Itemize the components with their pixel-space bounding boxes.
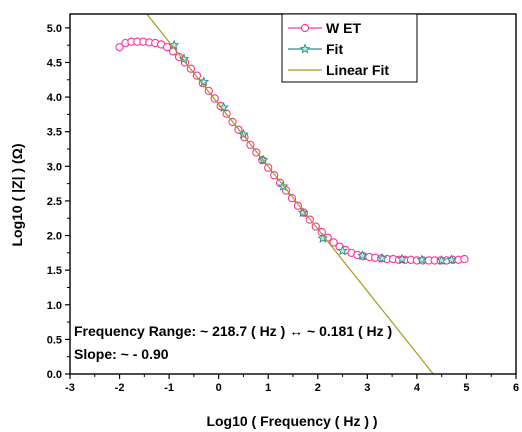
fit-data-point: [317, 232, 329, 243]
fit-data-point: [446, 254, 457, 265]
x-tick-label: -3: [65, 382, 75, 394]
x-tick-label: 4: [414, 382, 421, 394]
x-tick-label: -1: [164, 382, 174, 394]
fit-data-point: [416, 254, 428, 265]
y-tick-label: 4.5: [47, 57, 62, 69]
fit-data-point: [337, 245, 348, 256]
y-axis-title: Log10 ( |Z| ) (Ω): [9, 143, 25, 246]
y-tick-label: 3.5: [47, 127, 62, 139]
wet-data-point: [329, 238, 338, 247]
legend-circle-marker: [300, 23, 310, 33]
wet-data-point: [293, 201, 303, 210]
y-tick-label: 1.0: [47, 300, 62, 312]
wet-data-point: [460, 254, 469, 264]
x-tick-label: 1: [265, 382, 271, 394]
y-tick-label: 2.0: [47, 231, 62, 243]
legend-star-marker: [299, 43, 311, 54]
wet-data-point: [287, 194, 297, 203]
y-tick-label: 4.0: [47, 92, 62, 104]
fit-data-point: [297, 207, 309, 218]
x-tick-label: 5: [463, 382, 469, 394]
x-axis-title: Log10 ( Frequency ( Hz ) ): [206, 413, 377, 429]
fit-data-point: [436, 254, 447, 265]
fit-data-point: [396, 253, 408, 264]
wet-data-point: [168, 47, 178, 56]
fit-data-point: [376, 252, 388, 263]
wet-data-point: [162, 43, 172, 52]
legend-label: Fit: [326, 41, 343, 57]
annotation-slope: Slope: ~ - 0.90: [74, 346, 169, 362]
fit-data-point: [238, 128, 249, 139]
linear-fit-line: [146, 14, 434, 374]
y-tick-label: 5.0: [47, 23, 62, 35]
y-tick-label: 0.0: [47, 369, 62, 381]
legend-label: Linear Fit: [326, 62, 389, 78]
y-tick-label: 1.5: [47, 265, 62, 277]
x-tick-label: 2: [315, 382, 321, 394]
annotation-frequency-range: Frequency Range: ~ 218.7 ( Hz ) ↔ ~ 0.18…: [74, 323, 392, 339]
x-tick-label: 0: [216, 382, 222, 394]
y-tick-label: 2.5: [47, 196, 62, 208]
legend-label: W ET: [326, 20, 361, 36]
y-tick-label: 3.0: [47, 161, 62, 173]
x-tick-label: -2: [115, 382, 125, 394]
legend: W ET Fit Linear Fit: [281, 13, 418, 83]
fit-data-point: [357, 250, 368, 261]
x-tick-label: 6: [513, 382, 519, 394]
y-tick-label: 0.5: [47, 334, 62, 346]
wet-data-point: [115, 43, 124, 52]
x-tick-label: 3: [364, 382, 370, 394]
